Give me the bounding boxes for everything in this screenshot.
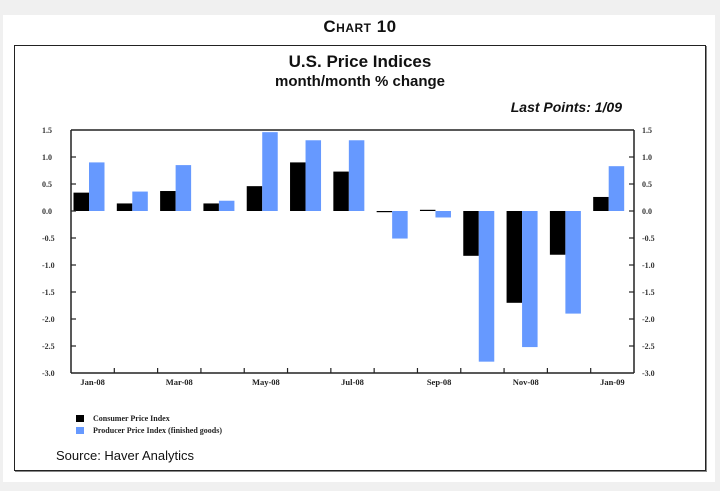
- y-tick-label-left: -1.5: [42, 288, 55, 297]
- bar-ppi-jun-08: [305, 140, 322, 211]
- bar-ppi-mar-08: [175, 165, 192, 211]
- legend-label-cpi: Consumer Price Index: [93, 413, 170, 423]
- bar-cpi-nov-08: [506, 211, 523, 303]
- y-tick-label-left: -3.0: [42, 369, 55, 378]
- bar-ppi-dec-08: [565, 211, 581, 314]
- y-tick-label-right: -0.5: [642, 234, 655, 243]
- x-tick-label-mar-08: Mar-08: [166, 377, 193, 387]
- y-tick-label-left: -2.0: [42, 315, 55, 324]
- legend-label-ppi: Producer Price Index (finished goods): [93, 425, 223, 435]
- chart-number: Chart 10: [323, 17, 397, 36]
- y-tick-label-left: 0.0: [42, 207, 52, 216]
- bar-ppi-jan-09: [608, 166, 625, 211]
- bar-cpi-jan-09: [593, 196, 609, 211]
- y-tick-label-left: -1.0: [42, 261, 55, 270]
- bar-cpi-jun-08: [290, 162, 306, 211]
- y-tick-label-right: 0.5: [642, 180, 652, 189]
- x-tick-label-jan-08: Jan-08: [80, 377, 105, 387]
- bar-ppi-aug-08: [392, 211, 408, 239]
- source-note: Source: Haver Analytics: [56, 448, 195, 463]
- bar-ppi-apr-08: [218, 200, 235, 211]
- y-tick-label-right: -3.0: [642, 369, 655, 378]
- bar-cpi-dec-08: [549, 211, 566, 255]
- bar-ppi-jan-08: [89, 162, 105, 211]
- y-tick-label-left: -0.5: [42, 234, 55, 243]
- y-tick-label-right: -2.5: [642, 342, 655, 351]
- bar-cpi-mar-08: [160, 191, 176, 211]
- bars-group: [73, 132, 625, 362]
- y-tick-label-right: 1.0: [642, 153, 652, 162]
- bar-cpi-apr-08: [203, 203, 219, 211]
- chart-subtitle: month/month % change: [275, 73, 445, 90]
- legend-item-ppi: Producer Price Index (finished goods): [76, 424, 222, 436]
- x-tick-label-nov-08: Nov-08: [513, 377, 539, 387]
- x-tick-label-jan-09: Jan-09: [600, 377, 625, 387]
- bar-ppi-feb-08: [132, 191, 148, 211]
- chart-title: U.S. Price Indices: [288, 52, 432, 71]
- y-tick-label-right: 0.0: [642, 207, 652, 216]
- y-tick-label-right: -2.0: [642, 315, 655, 324]
- x-tick-label-sep-08: Sep-08: [427, 377, 452, 387]
- axes-group: 1.5 1.5 1.0 1.0 0.5 0.5 0.0 0.0 -0.5 -0.5 -1.0 -1.0…: [42, 126, 655, 387]
- bar-cpi-feb-08: [116, 203, 133, 211]
- y-tick-label-right: 1.5: [642, 126, 652, 135]
- y-tick-label-left: 1.5: [42, 126, 52, 135]
- chart-frame: [14, 45, 706, 471]
- last-points-annotation: Last Points: 1/09: [510, 99, 622, 115]
- y-tick-label-left: -2.5: [42, 342, 55, 351]
- bar-cpi-may-08: [246, 186, 263, 211]
- bar-ppi-oct-08: [478, 211, 495, 362]
- y-tick-label-right: -1.5: [642, 288, 655, 297]
- bar-ppi-may-08: [262, 132, 278, 211]
- legend-item-cpi: Consumer Price Index: [76, 412, 222, 424]
- x-tick-label-jul-08: Jul-08: [341, 377, 364, 387]
- y-tick-label-left: 1.0: [42, 153, 52, 162]
- bar-cpi-sep-08: [419, 209, 436, 211]
- legend-swatch-cpi: [76, 414, 84, 422]
- bar-ppi-jul-08: [348, 140, 365, 211]
- bar-cpi-aug-08: [376, 211, 393, 213]
- x-tick-label-may-08: May-08: [252, 377, 280, 387]
- y-tick-label-left: 0.5: [42, 180, 52, 189]
- y-tick-label-right: -1.0: [642, 261, 655, 270]
- bar-ppi-nov-08: [522, 211, 538, 348]
- legend-swatch-ppi: [76, 426, 84, 434]
- bar-cpi-jan-08: [73, 192, 89, 211]
- bar-ppi-sep-08: [435, 211, 451, 218]
- bar-cpi-oct-08: [463, 211, 479, 256]
- legend: Consumer Price Index Producer Price Inde…: [76, 412, 222, 436]
- bar-cpi-jul-08: [333, 171, 349, 211]
